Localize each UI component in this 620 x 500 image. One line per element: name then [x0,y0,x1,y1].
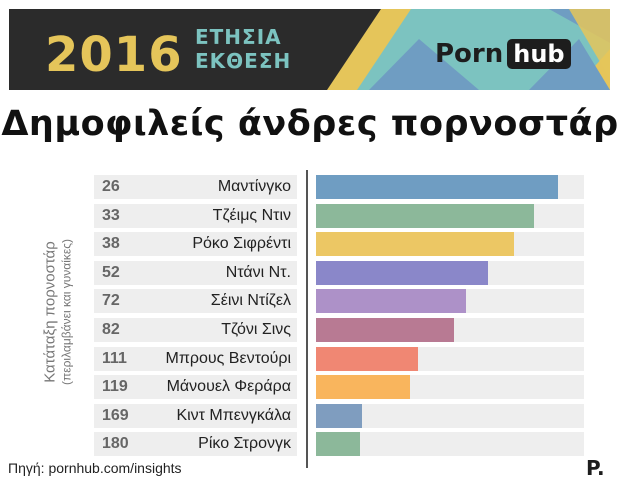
rank-label: 52 [102,264,120,281]
bar [316,404,362,428]
y-axis-label-note: (περιλαμβάνει και γυναίκες) [59,238,74,386]
rank-label: 111 [102,350,127,367]
y-axis-label: Κατάταξη πορνοστάρ (περιλαμβάνει και γυν… [42,202,75,422]
rank-label: 33 [102,207,120,224]
rank-label: 72 [102,292,120,309]
bar [316,432,360,456]
label-row: 52 Ντάνι Ντ. [94,261,297,285]
category-label: Μπρους Βεντούρι [165,350,291,367]
rank-label: 180 [102,435,129,452]
rank-label: 26 [102,178,120,195]
label-row: 33 Τζέιμς Ντιν [94,204,297,228]
bar-track [316,289,584,313]
bar-track [316,404,584,428]
label-row: 169 Κιντ Μπενγκάλα [94,404,297,428]
bar-track [316,432,584,456]
chart-title: Δημοφιλείς άνδρες πορνοστάρ [1,104,619,144]
brand-mark: P. [586,456,605,480]
label-row: 111 Μπρους Βεντούρι [94,347,297,371]
bar-track [316,347,584,371]
label-row: 82 Τζόνι Σινς [94,318,297,342]
bar [316,204,534,228]
category-label: Μάνουελ Φεράρα [166,378,291,395]
bar-track [316,175,584,199]
brand-logo: Porn hub [435,39,571,69]
logo-text-part-1: Porn [435,39,504,69]
bar [316,232,514,256]
banner-year: 2016 [45,27,183,83]
y-axis-label-main: Κατάταξη πορνοστάρ [41,241,59,383]
rank-label: 169 [102,407,129,424]
banner: 2016 ΕΤΗΣΙΑ ΕΚΘΕΣΗ Porn hub [9,9,610,90]
bar-track [316,232,584,256]
bar [316,347,418,371]
axis-divider [306,170,308,468]
label-row: 72 Σέινι Ντίζελ [94,289,297,313]
banner-report-line-2: ΕΚΘΕΣΗ [195,49,292,73]
rank-label: 82 [102,321,120,338]
bar-track [316,318,584,342]
bar [316,175,558,199]
rank-label: 119 [102,378,128,395]
rank-label: 38 [102,235,120,252]
category-label: Σέινι Ντίζελ [210,292,291,309]
label-row: 180 Ρίκο Στρονγκ [94,432,297,456]
category-label: Ντάνι Ντ. [225,264,291,281]
label-row: 119 Μάνουελ Φεράρα [94,375,297,399]
bar-track [316,261,584,285]
banner-report-line-1: ΕΤΗΣΙΑ [195,25,282,49]
label-row: 38 Ρόκο Σιφρέντι [94,232,297,256]
category-label: Μαντίνγκο [217,178,291,195]
logo-text-part-2: hub [507,39,571,69]
bar [316,261,488,285]
category-label: Τζέιμς Ντιν [212,207,291,224]
bar [316,289,466,313]
label-row: 26 Μαντίνγκο [94,175,297,199]
bar-track [316,375,584,399]
category-label: Κιντ Μπενγκάλα [176,407,291,424]
bar [316,375,410,399]
category-label: Τζόνι Σινς [221,321,291,338]
source-note: Πηγή: pornhub.com/insights [8,460,182,476]
category-label: Ρίκο Στρονγκ [198,435,291,452]
banner-report-title: ΕΤΗΣΙΑ ΕΚΘΕΣΗ [195,25,291,73]
bar-track [316,204,584,228]
category-label: Ρόκο Σιφρέντι [192,235,291,252]
bar [316,318,454,342]
